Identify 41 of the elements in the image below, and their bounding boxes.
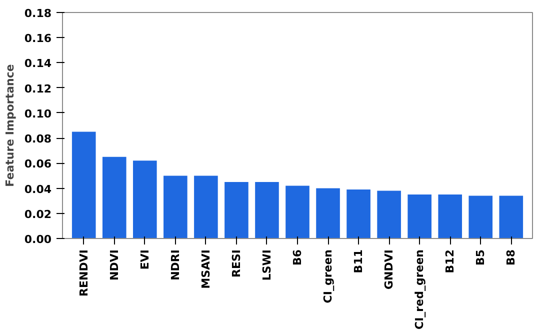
x-tick-label: NDRI (168, 249, 182, 280)
x-tick-label: B6 (291, 249, 304, 266)
x-tick-label: LSWI (260, 249, 274, 281)
y-axis-title: Feature Importance (3, 64, 16, 187)
x-tick-label: B5 (474, 249, 488, 266)
bar (72, 132, 96, 238)
bar (346, 190, 370, 238)
bar (316, 188, 340, 238)
y-tick-label: 0.10 (24, 107, 52, 120)
bar (377, 190, 401, 238)
bar (102, 156, 126, 238)
x-tick-label: RENDVI (77, 249, 90, 296)
y-tick-label: 0.12 (24, 82, 52, 96)
x-tick-label: NDVI (108, 249, 121, 280)
x-tick-label: B11 (352, 249, 366, 274)
bar (468, 196, 493, 238)
bar (224, 182, 248, 238)
x-tick-label: RESI (230, 250, 243, 278)
bar (255, 182, 279, 238)
y-tick-label: 0.00 (24, 233, 52, 246)
y-tick-label: 0.16 (24, 32, 52, 46)
bar (286, 186, 310, 238)
y-tick-label: 0.02 (24, 208, 52, 221)
x-tick-label: B12 (444, 249, 457, 274)
bar (133, 160, 157, 238)
x-tick-label: EVI (138, 249, 152, 270)
y-tick-label: 0.08 (24, 132, 52, 146)
x-tick-label: CI_green (322, 250, 335, 304)
y-tick-label: 0.18 (24, 7, 52, 20)
x-tick-label: CI_red_green (413, 249, 426, 330)
bar (438, 194, 462, 238)
y-tick-label: 0.06 (24, 158, 52, 171)
x-tick-label: GNDVI (382, 249, 396, 290)
y-tick-label: 0.04 (24, 182, 52, 196)
bar (194, 176, 218, 238)
bar (499, 196, 524, 238)
x-tick-label: MSAVI (199, 249, 212, 289)
bar (408, 194, 432, 238)
bar (164, 176, 188, 238)
x-tick-label: B8 (504, 249, 518, 266)
y-tick-label: 0.14 (24, 57, 52, 70)
